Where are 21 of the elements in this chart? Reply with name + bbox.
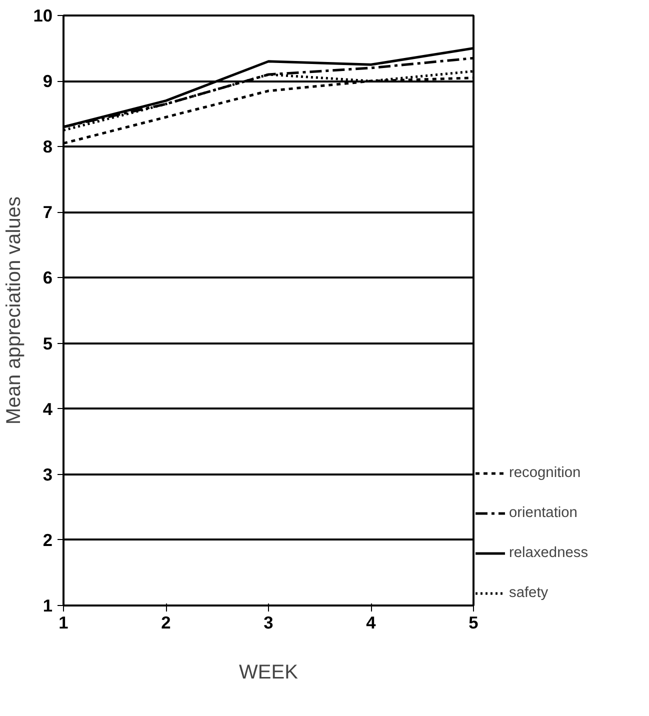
y-tick-label: 2 <box>42 530 53 550</box>
legend-label: relaxedness <box>509 545 588 561</box>
legend-label: recognition <box>509 465 581 481</box>
x-tick-label: 3 <box>264 612 274 632</box>
x-axis-title: WEEK <box>239 662 299 684</box>
y-tick-label: 8 <box>42 136 53 157</box>
legend-label: safety <box>509 585 548 601</box>
y-tick-label: 1 <box>42 596 53 616</box>
x-tick-label: 1 <box>58 612 69 632</box>
y-axis-title: Mean appreciation values <box>3 196 26 424</box>
y-tick-label: 6 <box>42 268 53 288</box>
x-tick-label: 2 <box>161 612 171 632</box>
x-tick-label: 5 <box>468 612 479 632</box>
y-tick-label: 7 <box>42 202 53 222</box>
y-tick-label: 10 <box>33 6 53 26</box>
legend-label: orientation <box>509 505 578 521</box>
y-tick-label: 5 <box>42 333 53 354</box>
y-tick-label: 3 <box>42 464 53 484</box>
y-tick-label: 4 <box>42 398 53 419</box>
y-tick-label: 9 <box>42 71 53 92</box>
x-tick-label: 4 <box>366 612 376 632</box>
